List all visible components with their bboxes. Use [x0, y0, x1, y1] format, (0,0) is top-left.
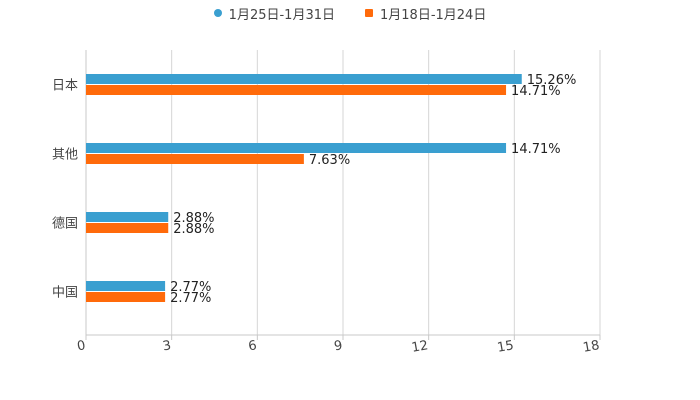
- data-label-s1-0: 15.26%: [527, 73, 577, 88]
- legend-item-series-2[interactable]: 1月18日-1月24日: [365, 4, 486, 23]
- data-label-s2-0: 14.71%: [511, 84, 561, 99]
- legend-item-series-1[interactable]: 1月25日-1月31日: [213, 4, 335, 23]
- x-tick-label-12: 12: [410, 338, 429, 356]
- y-tick-label-3: 中国: [52, 286, 78, 301]
- y-tick-label-2: 德国: [52, 217, 78, 232]
- bar-s1-0: [86, 74, 522, 84]
- data-label-s2-1: 7.63%: [309, 153, 350, 168]
- bar-s2-2: [86, 223, 169, 233]
- data-label-s2-3: 2.77%: [170, 291, 211, 306]
- x-tick-label-15: 15: [496, 338, 515, 356]
- x-tick-label-18: 18: [582, 338, 601, 356]
- legend: 1月25日-1月31日 1月18日-1月24日: [0, 4, 700, 23]
- x-tick-label-0: 0: [76, 338, 87, 354]
- data-label-s2-2: 2.88%: [173, 222, 214, 237]
- legend-marker-series-2: [365, 9, 373, 17]
- x-tick-label-3: 3: [162, 338, 173, 354]
- y-tick-label-1: 其他: [52, 148, 78, 163]
- bar-s1-3: [86, 281, 166, 291]
- data-label-s1-2: 2.88%: [173, 211, 214, 226]
- bar-s2-3: [86, 292, 166, 302]
- x-tick-label-9: 9: [333, 338, 344, 354]
- data-label-s1-3: 2.77%: [170, 280, 211, 295]
- legend-marker-series-1: [213, 9, 222, 17]
- data-label-s1-1: 14.71%: [511, 142, 561, 157]
- bar-s2-1: [86, 154, 304, 164]
- legend-label-series-1: 1月25日-1月31日: [228, 7, 335, 23]
- x-tick-label-6: 6: [247, 338, 258, 354]
- y-tick-label-0: 日本: [52, 79, 78, 94]
- bar-s1-1: [86, 143, 507, 153]
- bar-s1-2: [86, 212, 169, 222]
- bar-s2-0: [86, 85, 507, 95]
- legend-label-series-2: 1月18日-1月24日: [380, 7, 487, 23]
